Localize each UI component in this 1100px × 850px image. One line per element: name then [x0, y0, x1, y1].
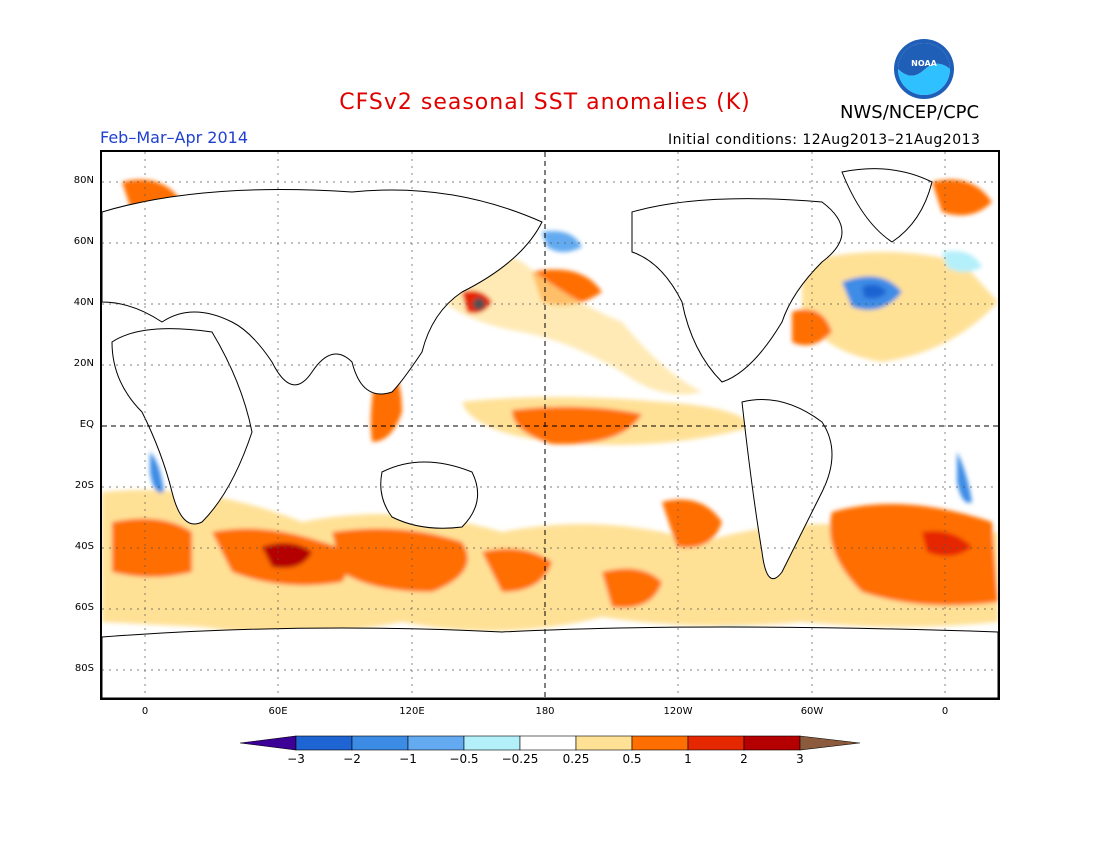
- colorbar-cell: [463, 735, 521, 751]
- sst-anomaly-map: [100, 150, 1000, 700]
- lat-label: EQ: [79, 419, 94, 430]
- colorbar-tick-label: −0.25: [501, 752, 539, 766]
- noaa-logo-icon: NOAA: [894, 39, 954, 99]
- lat-label: 20N: [73, 358, 94, 369]
- lat-label: 40N: [73, 297, 94, 308]
- lat-label: 80N: [73, 175, 94, 186]
- lon-label: 180: [535, 706, 555, 717]
- coastlines: [102, 168, 998, 698]
- lat-label: 60N: [73, 236, 94, 247]
- colorbar-cell: [519, 735, 577, 751]
- lat-label: 20S: [74, 480, 94, 491]
- lon-label: 60E: [268, 706, 288, 717]
- colorbar-cell: [631, 735, 689, 751]
- colorbar-cell: [687, 735, 745, 751]
- agency-label: NWS/NCEP/CPC: [840, 102, 980, 123]
- colorbar-cell: [575, 735, 633, 751]
- colorbar-tick-label: 3: [796, 752, 804, 766]
- lon-label: 120W: [663, 706, 693, 717]
- colorbar-cell: [407, 735, 465, 751]
- colorbar-min-arrow: [240, 735, 297, 751]
- logo-text: NOAA: [911, 59, 937, 68]
- lat-label: 60S: [74, 602, 94, 613]
- colorbar-tick-label: 0.5: [622, 752, 642, 766]
- initial-conditions: Initial conditions: 12Aug2013–21Aug2013: [668, 132, 981, 148]
- colorbar-tick-label: 1: [684, 752, 692, 766]
- lon-label: 0: [141, 706, 149, 717]
- lat-label: 40S: [74, 541, 94, 552]
- colorbar: [240, 735, 860, 751]
- lon-label: 0: [941, 706, 949, 717]
- colorbar-cell: [743, 735, 801, 751]
- colorbar-tick-label: −2: [343, 752, 361, 766]
- equator-dateline: [102, 152, 998, 698]
- colorbar-tick-label: 2: [740, 752, 748, 766]
- lon-label: 120E: [399, 706, 425, 717]
- colorbar-max-arrow: [799, 735, 860, 751]
- chart-title: CFSv2 seasonal SST anomalies (K): [339, 90, 751, 115]
- colorbar-tick-label: −1: [399, 752, 417, 766]
- lat-label: 80S: [74, 663, 94, 674]
- colorbar-tick-label: 0.25: [562, 752, 590, 766]
- colorbar-tick-label: −3: [287, 752, 305, 766]
- colorbar-tick-label: −0.5: [449, 752, 479, 766]
- gridlines: [102, 152, 998, 698]
- forecast-period: Feb–Mar–Apr 2014: [100, 128, 248, 147]
- lon-label: 60W: [800, 706, 824, 717]
- colorbar-cell: [351, 735, 409, 751]
- colorbar-cell: [295, 735, 353, 751]
